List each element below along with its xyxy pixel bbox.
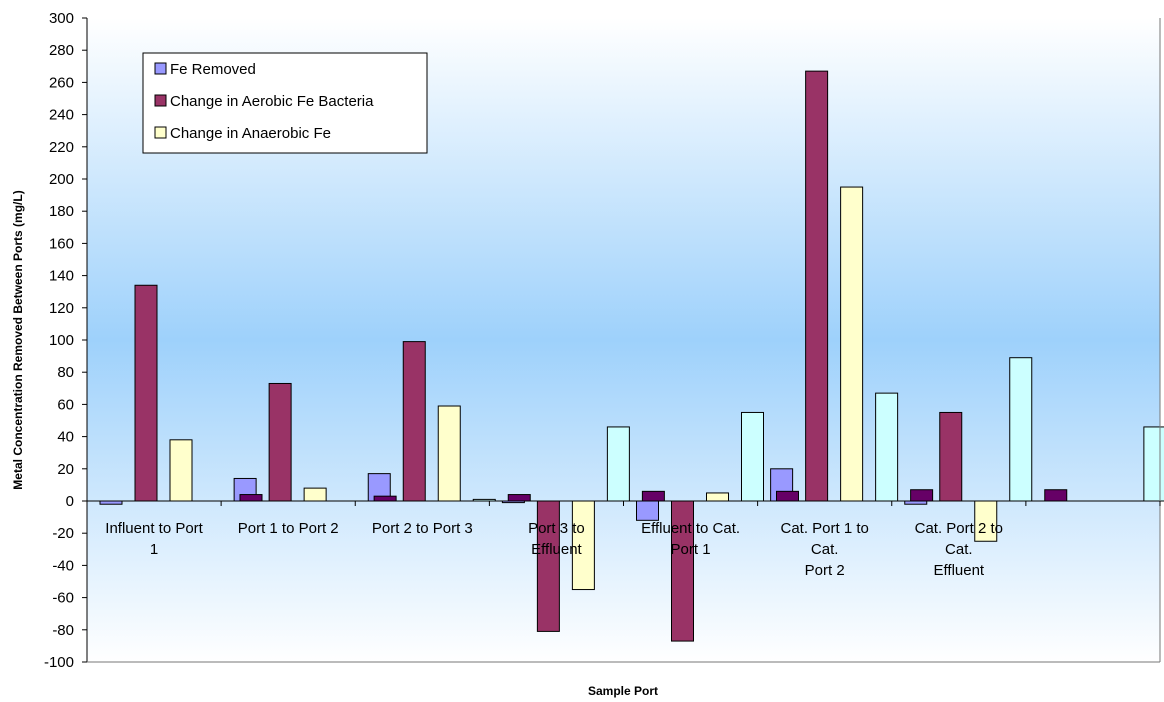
bar — [1143, 426, 1164, 502]
y-tick-label: 240 — [49, 107, 74, 124]
legend-swatch — [154, 126, 167, 139]
bar — [805, 70, 829, 502]
bar — [875, 392, 899, 502]
bar — [776, 490, 799, 502]
x-axis-title: Sample Port — [588, 684, 658, 698]
bar — [636, 500, 659, 521]
y-tick-label: 300 — [49, 10, 74, 27]
category-label: Cat. — [811, 541, 839, 558]
category-label: Port 2 to Port 3 — [372, 520, 473, 537]
y-tick-label: 20 — [57, 461, 74, 478]
bar — [303, 487, 327, 502]
category-label: Port 3 to — [528, 520, 585, 537]
category-label: Effluent to Cat. — [641, 520, 740, 537]
y-tick-label: 280 — [49, 42, 74, 59]
y-tick-label: 200 — [49, 171, 74, 188]
y-tick-label: -60 — [52, 590, 74, 607]
y-tick-label: 80 — [57, 364, 74, 381]
y-tick-label: 100 — [49, 332, 74, 349]
category-label: Effluent — [531, 541, 582, 558]
category-label: Cat. Port 2 to — [915, 520, 1003, 537]
bar — [1009, 357, 1033, 502]
y-tick-label: -100 — [44, 654, 74, 671]
category-label: Port 1 — [671, 541, 711, 558]
legend-box — [142, 52, 428, 154]
y-tick-label: 260 — [49, 74, 74, 91]
legend-label: Change in Aerobic Fe Bacteria — [170, 93, 374, 110]
category-label: Port 1 to Port 2 — [238, 520, 339, 537]
category-label: Effluent — [934, 562, 985, 579]
y-tick-label: 60 — [57, 396, 74, 413]
bar — [939, 411, 963, 502]
bar — [268, 382, 292, 502]
legend-swatch — [154, 62, 167, 75]
y-tick-label: -40 — [52, 557, 74, 574]
legend-swatch — [154, 94, 167, 107]
axes-group: -100 -80 -60 -40 -20 0 20 40 60 80 100 120 140 160 180… — [44, 10, 1161, 671]
bar — [1044, 489, 1068, 502]
bar — [840, 186, 864, 502]
bar — [373, 495, 397, 502]
bar — [706, 492, 729, 502]
category-label: Influent to Port — [105, 520, 203, 537]
bar — [169, 439, 193, 502]
category-label: Port 2 — [805, 562, 845, 579]
bar — [910, 489, 934, 502]
y-tick-label: 180 — [49, 203, 74, 220]
y-tick-label: -20 — [52, 525, 74, 542]
bar — [402, 341, 426, 502]
y-tick-label: 160 — [49, 235, 74, 252]
y-tick-label: 220 — [49, 139, 74, 156]
legend-label: Change in Anaerobic Fe — [170, 125, 331, 142]
y-axis-title: Metal Concentration Removed Between Port… — [11, 190, 25, 489]
bar — [741, 411, 764, 502]
bar — [507, 494, 531, 502]
category-labels: Influent to Port 1 Port 1 to Port 2 Port 2 … — [105, 520, 1003, 579]
bar — [641, 490, 665, 502]
y-tick-label: -80 — [52, 622, 74, 639]
y-tick-label: 40 — [57, 429, 74, 446]
legend: Fe Removed Change in Aerobic Fe Bacteria C… — [142, 52, 428, 154]
legend-label: Fe Removed — [170, 61, 256, 78]
bar — [606, 426, 630, 502]
bar — [437, 405, 461, 502]
category-label: 1 — [150, 541, 158, 558]
y-tick-label: 0 — [66, 493, 74, 510]
category-label: Cat. Port 1 to — [781, 520, 869, 537]
category-label: Cat. — [945, 541, 973, 558]
y-tick-label: 140 — [49, 268, 74, 285]
bar — [239, 494, 263, 502]
bar — [134, 284, 158, 502]
y-tick-label: 120 — [49, 300, 74, 317]
